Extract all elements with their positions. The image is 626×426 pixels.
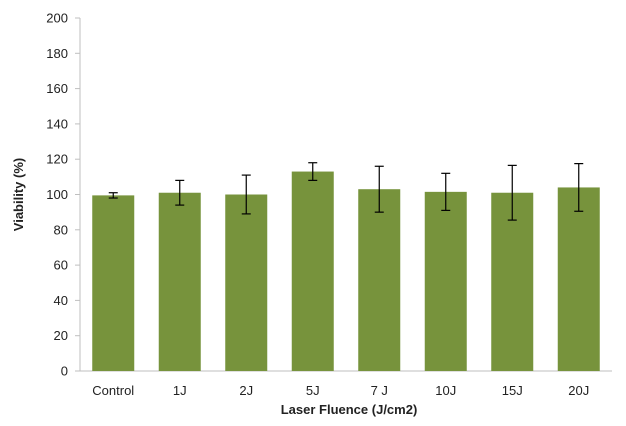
- x-tick-label: 10J: [435, 383, 456, 398]
- x-axis-title: Laser Fluence (J/cm2): [281, 402, 418, 417]
- x-tick-label: 15J: [502, 383, 523, 398]
- y-tick-label: 120: [46, 152, 68, 167]
- x-tick-label: 20J: [568, 383, 589, 398]
- y-tick-label: 60: [54, 258, 68, 273]
- bar: [291, 171, 334, 371]
- y-tick-group: 0 20 40 60 80 100 120 140 160 180 200: [46, 11, 80, 379]
- y-tick-label: 140: [46, 116, 68, 131]
- bar: [491, 192, 534, 371]
- y-tick-label: 180: [46, 46, 68, 61]
- bar: [424, 191, 467, 371]
- bar: [92, 195, 135, 371]
- x-tick-label: 2J: [239, 383, 253, 398]
- y-tick-label: 100: [46, 187, 68, 202]
- x-tick-label: Control: [92, 383, 134, 398]
- x-tick-label: 5J: [306, 383, 320, 398]
- y-tick-label: 200: [46, 11, 68, 26]
- bar-group: [92, 162, 600, 371]
- bar: [158, 192, 201, 371]
- x-tick-label: 7 J: [371, 383, 388, 398]
- y-tick-label: 80: [54, 222, 68, 237]
- x-tick-group: Control 1J 2J 5J 7 J 10J 15J 20J: [92, 383, 589, 398]
- bar: [557, 187, 600, 371]
- y-tick-label: 20: [54, 328, 68, 343]
- y-axis-title: Viability (%): [11, 158, 26, 231]
- y-tick-label: 0: [61, 364, 68, 379]
- bar: [358, 189, 401, 371]
- bar: [225, 194, 268, 371]
- x-tick-label: 1J: [173, 383, 187, 398]
- y-tick-label: 160: [46, 81, 68, 96]
- y-tick-label: 40: [54, 293, 68, 308]
